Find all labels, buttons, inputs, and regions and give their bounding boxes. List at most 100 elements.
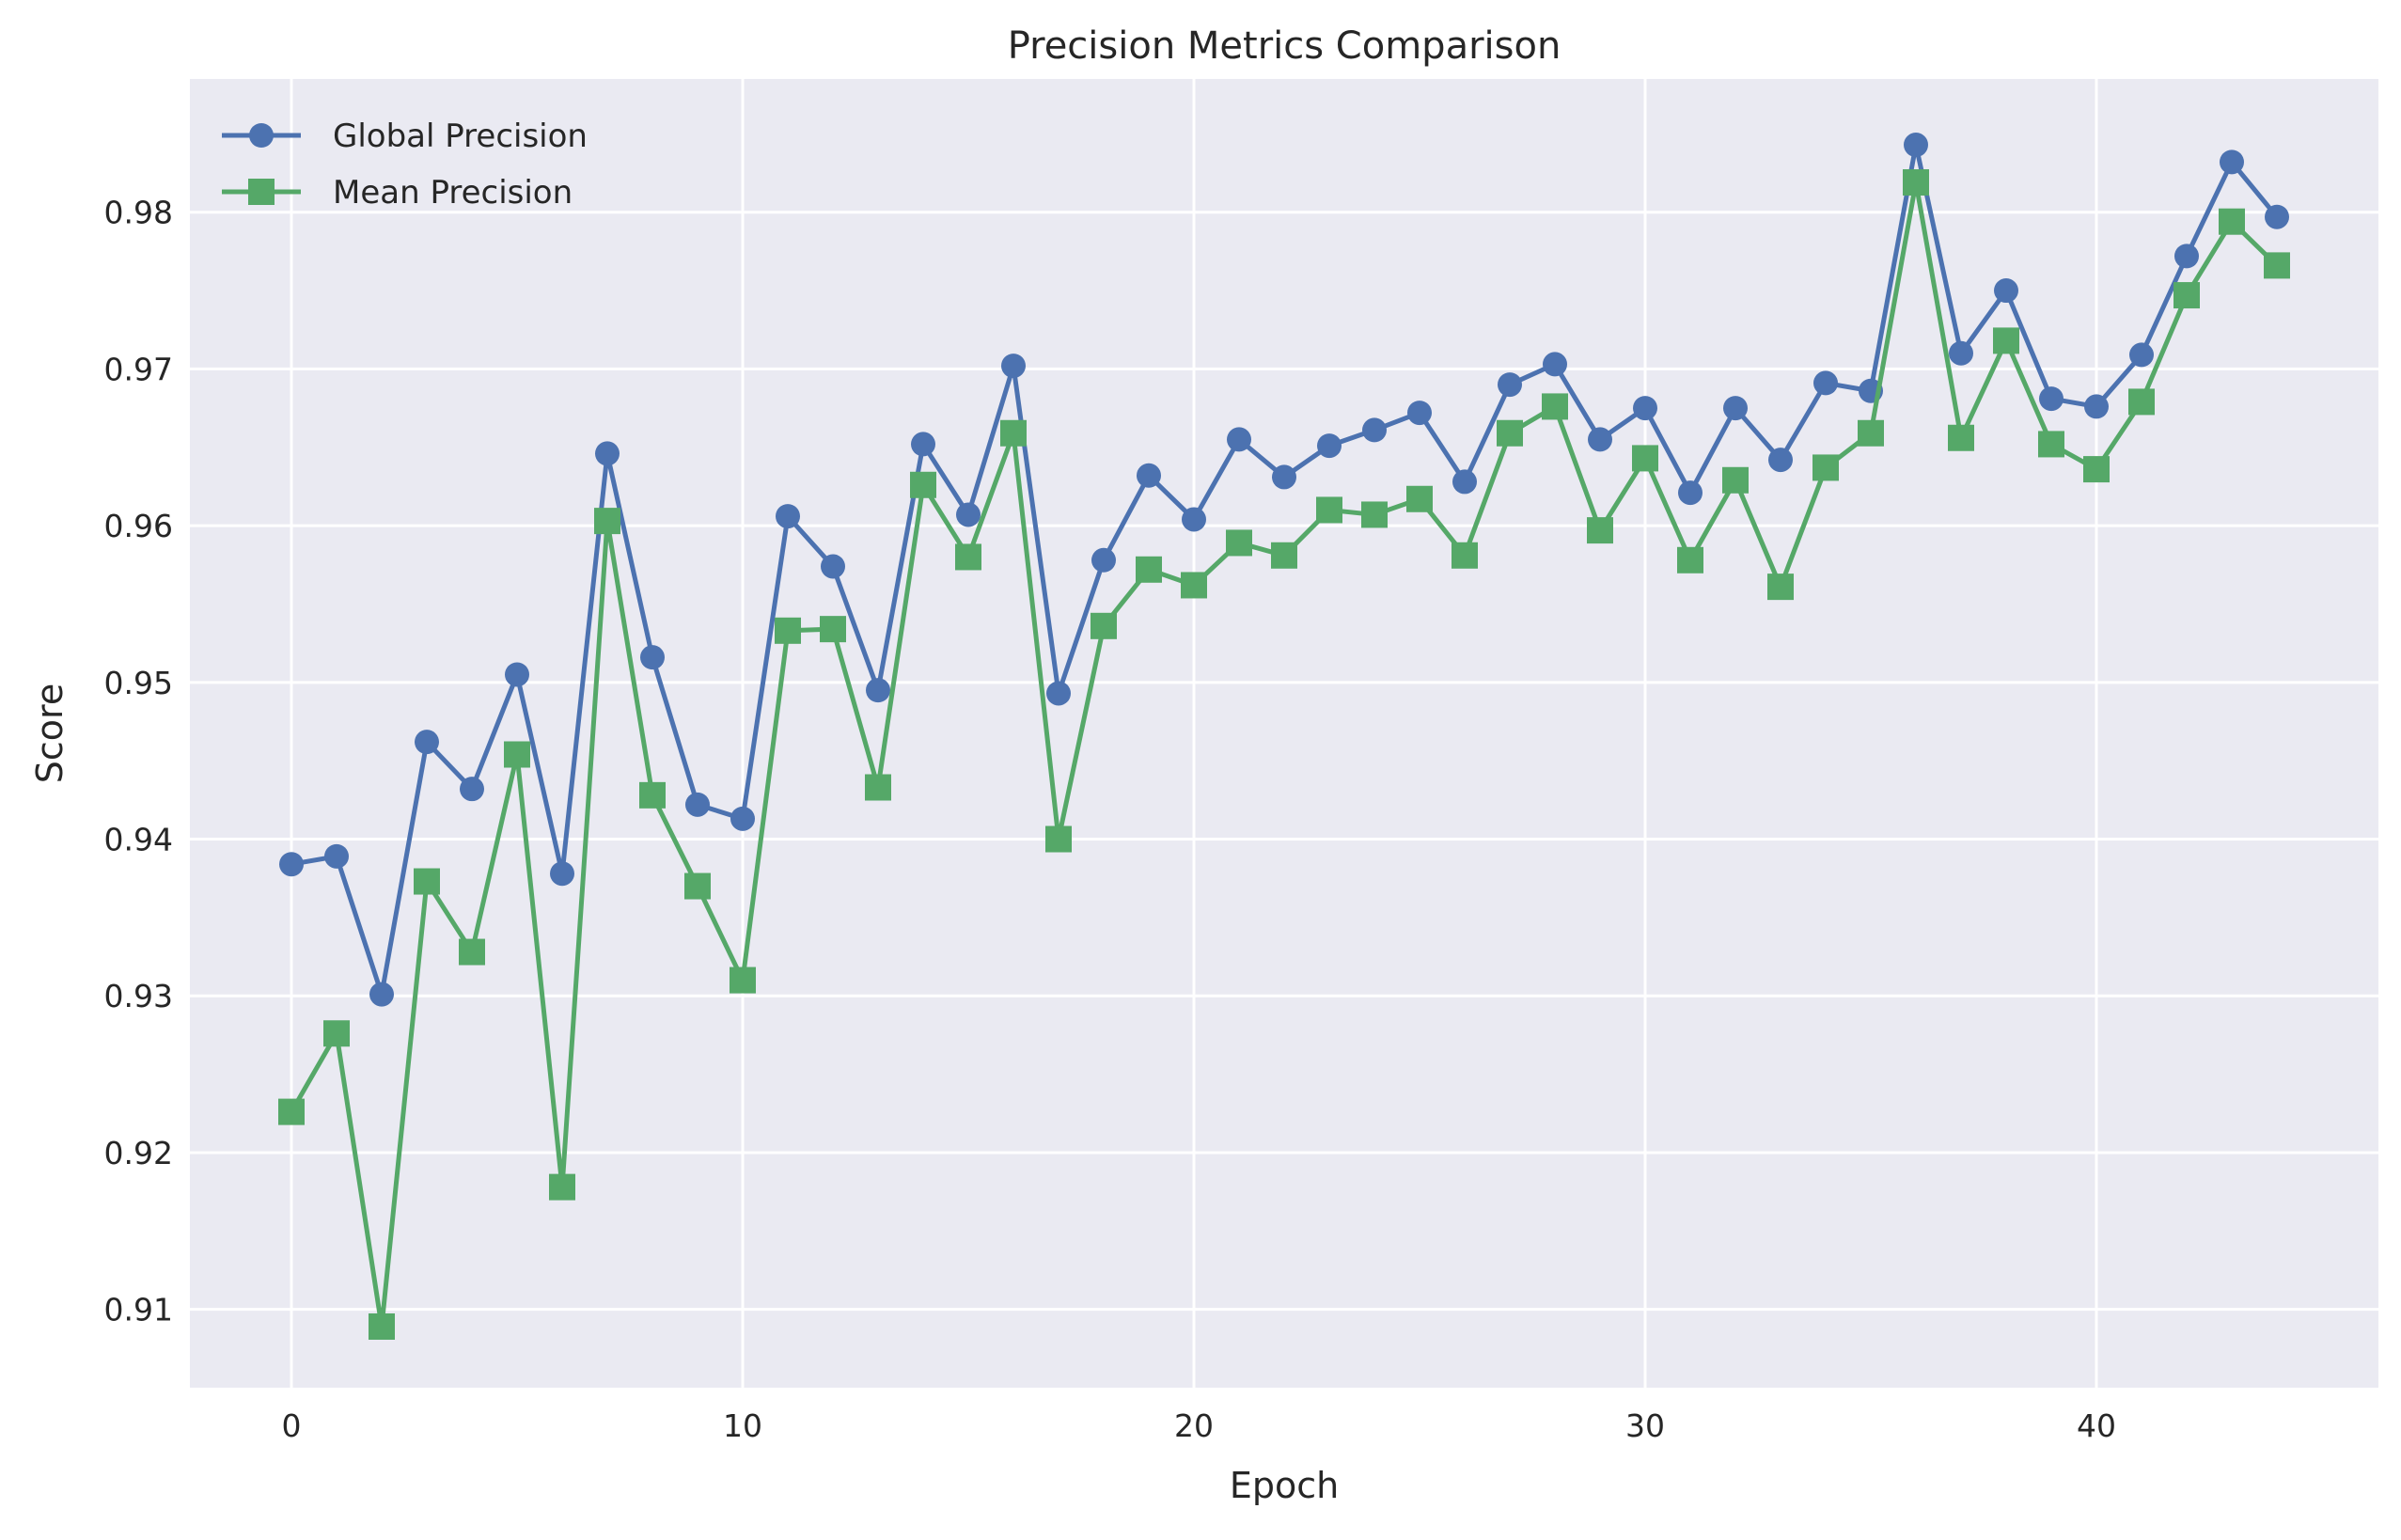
mean-precision-point [639, 781, 666, 809]
mean-precision-point [2264, 252, 2290, 279]
mean-precision-point [1316, 496, 1342, 524]
legend-label-global-precision: Global Precision [333, 118, 588, 155]
mean-precision-point [2173, 282, 2200, 309]
global-precision-point [1813, 370, 1838, 396]
global-precision-point [1272, 464, 1296, 490]
legend-marker-global-precision [249, 123, 274, 148]
global-precision-point [956, 502, 981, 527]
mean-precision-point [955, 543, 981, 571]
mean-precision-series [278, 169, 2290, 1340]
global-precision-point [460, 777, 484, 802]
global-precision-series [279, 133, 2289, 1007]
global-precision-point [866, 678, 890, 703]
mean-precision-point [730, 966, 756, 994]
y-axis-ticks: 0.91 0.92 0.93 0.94 0.95 0.96 0.97 0.98 [104, 195, 173, 1328]
y-tick-label: 0.91 [104, 1292, 173, 1328]
mean-precision-point [278, 1098, 305, 1125]
mean-precision-point [1091, 612, 1117, 639]
plot-area [190, 79, 2378, 1388]
x-tick-label: 10 [723, 1407, 762, 1444]
mean-precision-point [2038, 431, 2064, 458]
x-tick-label: 0 [282, 1407, 302, 1444]
legend-marker-mean-precision [248, 179, 275, 205]
global-precision-point [1994, 278, 2018, 304]
global-precision-point [1904, 133, 1928, 158]
x-tick-label: 30 [1625, 1407, 1665, 1444]
global-precision-point [1182, 507, 1206, 532]
mean-precision-point [1226, 529, 1252, 557]
global-precision-point [1633, 396, 1657, 421]
y-tick-label: 0.93 [104, 978, 173, 1014]
y-axis-label: Score [29, 684, 71, 783]
mean-precision-point [1858, 419, 1884, 447]
series-layer [278, 133, 2290, 1340]
mean-precision-point [1497, 419, 1523, 447]
global-precision-point [369, 982, 394, 1007]
mean-precision-point [1000, 419, 1027, 447]
mean-precision-point [1632, 445, 1658, 472]
global-precision-point [324, 843, 349, 869]
mean-precision-point [549, 1173, 575, 1201]
global-precision-point [1588, 427, 1612, 452]
global-precision-point [1046, 681, 1071, 706]
global-precision-point [2265, 204, 2289, 229]
legend-label-mean-precision: Mean Precision [333, 174, 573, 212]
y-tick-label: 0.98 [104, 195, 173, 231]
global-precision-point [2084, 394, 2109, 419]
global-precision-point [279, 852, 304, 877]
global-precision-point [1452, 469, 1477, 495]
global-precision-point [505, 662, 529, 687]
global-precision-point [1543, 352, 1567, 377]
mean-precision-point [684, 872, 711, 900]
global-precision-point [595, 441, 620, 466]
mean-precision-point [1406, 485, 1433, 512]
mean-precision-point [2219, 208, 2245, 235]
global-precision-point [911, 432, 935, 457]
mean-precision-point [1722, 466, 1749, 494]
mean-precision-point [820, 616, 846, 643]
mean-precision-point [1181, 572, 1207, 599]
global-precision-point [1678, 480, 1703, 506]
global-precision-point [1227, 427, 1251, 452]
mean-precision-point [1677, 546, 1703, 574]
global-precision-point [730, 806, 755, 831]
mean-precision-point [414, 868, 440, 895]
y-tick-label: 0.96 [104, 508, 173, 544]
global-precision-point [2039, 386, 2064, 412]
mean-precision-point [775, 617, 801, 644]
mean-precision-point [369, 1312, 395, 1340]
mean-precision-point [1136, 556, 1162, 583]
mean-precision-point [1948, 424, 1974, 451]
x-axis-label: Epoch [1230, 1465, 1339, 1506]
chart-title: Precision Metrics Comparison [1008, 24, 1561, 68]
mean-precision-point [865, 774, 891, 801]
mean-precision-point [2128, 388, 2155, 416]
global-precision-point [2174, 244, 2199, 269]
legend-item-global-precision: Global Precision [222, 118, 588, 155]
mean-precision-point [1045, 825, 1072, 853]
y-tick-label: 0.92 [104, 1135, 173, 1171]
y-tick-label: 0.95 [104, 665, 173, 701]
global-precision-point [640, 645, 665, 670]
mean-precision-point [1271, 542, 1297, 569]
mean-precision-point [1993, 327, 2019, 354]
global-precision-point [1768, 448, 1793, 473]
x-tick-label: 40 [2077, 1407, 2116, 1444]
mean-precision-point [1813, 454, 1839, 481]
global-precision-point [1723, 396, 1748, 421]
global-precision-point [821, 554, 845, 579]
mean-precision-point [1542, 393, 1568, 420]
legend: Global Precision Mean Precision [222, 118, 588, 212]
global-precision-point [1317, 433, 1342, 459]
global-precision-point [1001, 354, 1026, 379]
mean-precision-point [1587, 517, 1613, 544]
global-precision-point [2129, 342, 2154, 368]
global-precision-point [2220, 149, 2244, 175]
mean-precision-point [910, 471, 936, 498]
global-precision-point [1498, 372, 1522, 398]
mean-precision-point [1903, 169, 1929, 196]
y-tick-label: 0.97 [104, 351, 173, 387]
global-precision-point [550, 861, 574, 887]
